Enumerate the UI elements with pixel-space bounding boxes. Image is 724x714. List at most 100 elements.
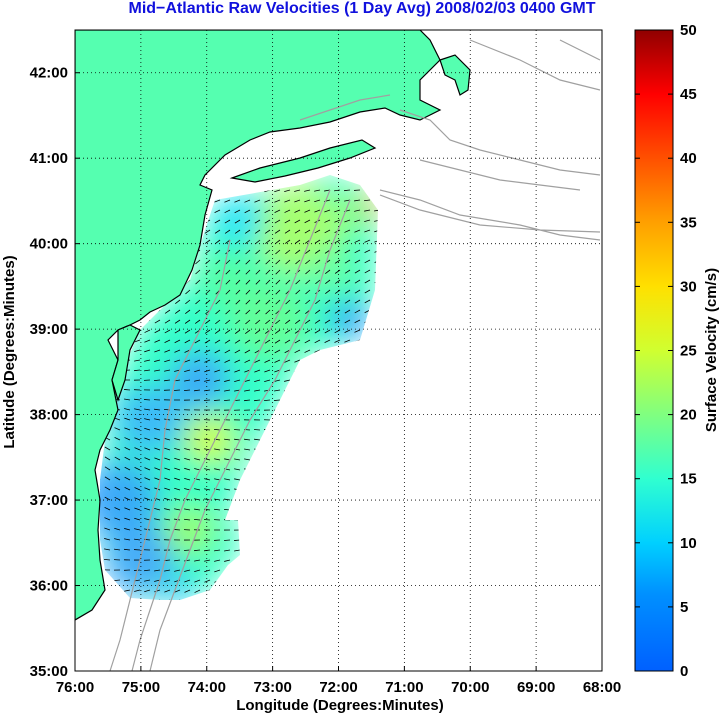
velocity-vector [204,349,211,354]
velocity-vector [374,219,378,222]
velocity-vector [114,456,121,461]
velocity-vector [244,329,251,334]
velocity-vector [134,487,141,491]
velocity-vector [154,477,161,481]
velocity-vector [224,339,231,344]
velocity-vector [154,339,161,343]
velocity-vector [254,359,261,363]
velocity-vector [284,339,291,344]
velocity-vector [274,349,281,354]
velocity-vector [214,549,221,552]
velocity-vector [334,239,341,244]
velocity-vector [144,467,151,471]
velocity-vector [154,437,161,441]
velocity-vector [265,259,271,265]
velocity-vector [344,219,351,223]
velocity-vector [134,447,141,451]
y-tick-label: 36:00 [30,578,68,595]
velocity-vector [124,476,131,481]
velocity-vector [214,389,221,392]
velocity-vector [154,359,161,362]
velocity-vector [255,279,261,285]
velocity-vector [154,467,161,471]
velocity-vector [123,548,131,551]
velocity-vector [334,279,341,284]
velocity-vector [144,359,151,362]
velocity-vector [164,447,171,451]
velocity-vector [195,259,201,265]
velocity-vector [234,458,241,461]
velocity-vector [164,319,171,324]
velocity-vector [234,468,241,471]
velocity-vector [144,477,151,481]
velocity-vector [154,579,161,582]
bathymetry-contour-coast [299,39,601,121]
velocity-vector [305,279,311,285]
velocity-vector [354,299,361,304]
velocity-vector [224,229,231,234]
velocity-vector [204,448,211,451]
velocity-vector [285,259,291,265]
velocity-vector [174,508,181,511]
velocity-vector [305,259,311,265]
velocity-vector [245,289,251,295]
velocity-vector [324,309,331,314]
velocity-vector [315,259,321,264]
velocity-vector [174,559,181,562]
velocity-vector [304,189,311,192]
velocity-vector [324,339,331,343]
velocity-vector [274,369,281,373]
velocity-vector [234,389,241,392]
velocity-vector [144,447,151,451]
velocity-vector [184,579,191,583]
velocity-vector [234,349,241,354]
velocity-vector [253,399,261,402]
velocity-vector [134,437,141,441]
velocity-vector [264,219,271,224]
velocity-vector [325,289,331,295]
velocity-vector [274,329,281,334]
velocity-vector [364,219,371,223]
velocity-vector [354,209,361,212]
velocity-vector [224,438,231,441]
velocity-vector [264,229,271,234]
x-tick-label: 70:00 [451,679,489,696]
bathymetry-contour-3 [109,239,231,671]
velocity-vector [174,589,181,593]
velocity-vector [214,349,221,354]
velocity-vector [314,189,321,192]
y-axis-label: Latitude (Degrees:Minutes) [1,255,18,448]
velocity-vector [304,229,311,234]
velocity-vector [193,549,201,552]
velocity-vector [224,478,231,481]
velocity-vector [244,359,251,363]
velocity-vector [194,448,201,451]
velocity-vector [294,339,301,344]
velocity-vector [184,467,191,471]
velocity-vector [334,299,341,304]
velocity-vector [314,349,321,353]
velocity-vector [164,518,171,521]
velocity-vector [265,239,271,245]
velocity-vector [134,538,141,541]
velocity-vector [184,589,191,593]
velocity-vector [164,497,171,501]
velocity-vector [344,299,351,304]
velocity-vector [294,219,301,224]
x-axis-ticks: 76:00 75:00 74:00 73:00 72:00 71:00 70:00 69:00… [56,666,621,696]
velocity-vector [124,466,131,471]
velocity-vector [285,319,291,325]
velocity-vector [174,418,181,421]
velocity-vector [194,508,201,511]
colorbar-ticks: 0 5 10 15 20 25 30 35 40 45 50 [635,22,697,680]
velocity-vector [183,389,191,392]
velocity-vector [275,249,281,255]
velocity-vector [205,259,211,265]
velocity-vector [174,359,181,363]
velocity-vector [304,219,311,224]
velocity-vector [104,538,111,541]
velocity-vector [284,239,291,244]
velocity-vector [224,329,231,334]
velocity-vector [193,518,201,521]
